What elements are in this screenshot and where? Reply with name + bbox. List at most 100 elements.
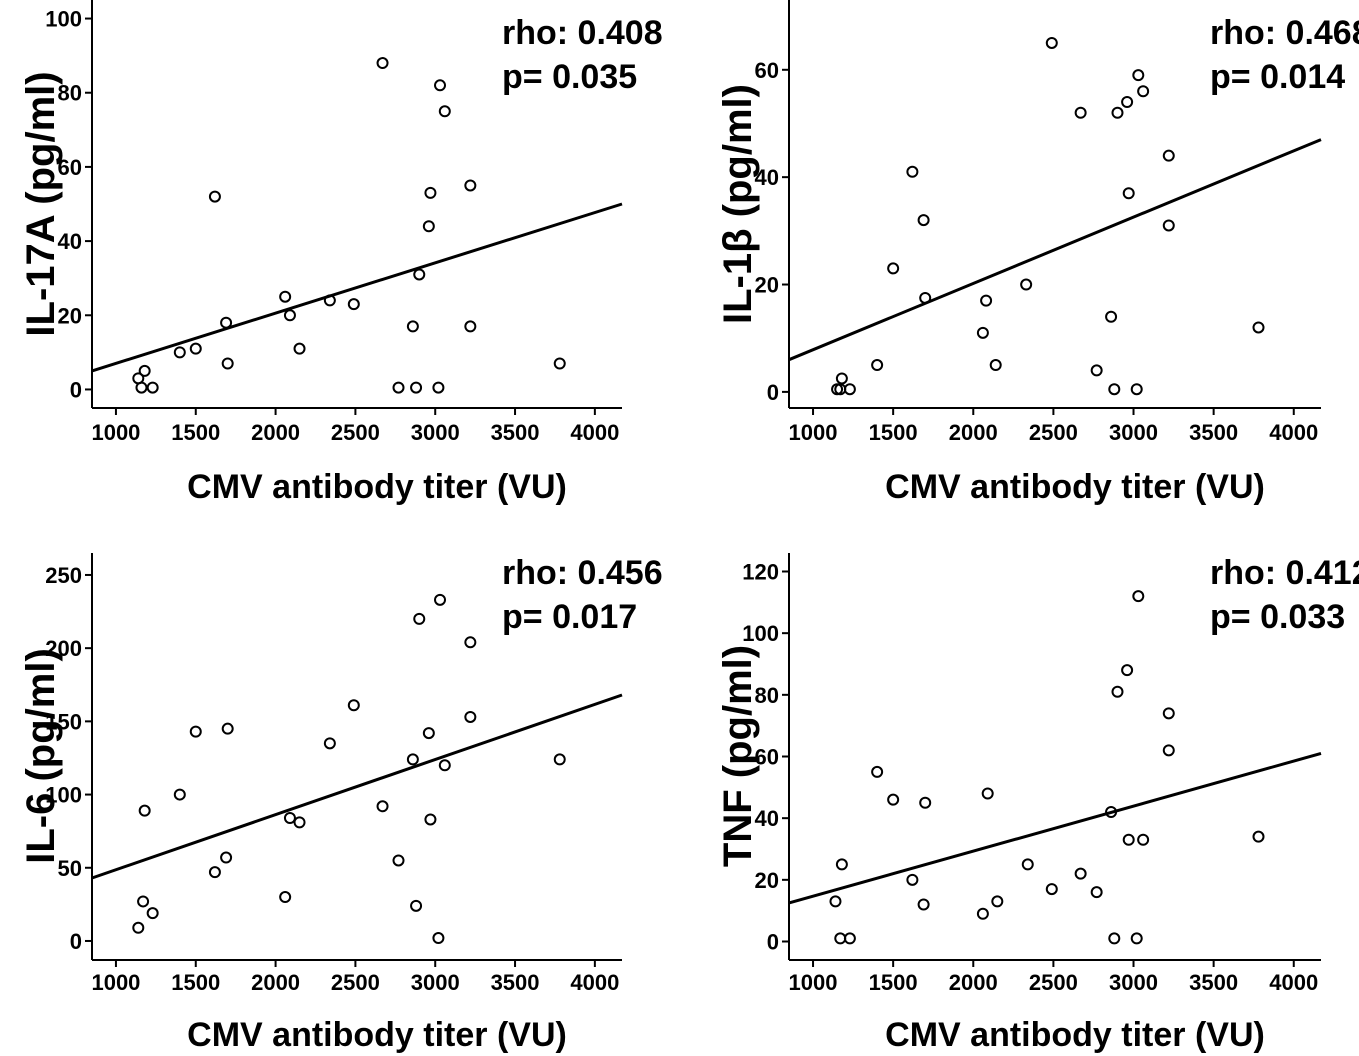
data-point bbox=[989, 359, 1002, 372]
data-point bbox=[835, 858, 848, 871]
x-tick-label: 2500 bbox=[331, 970, 380, 995]
x-tick-label: 3000 bbox=[411, 970, 460, 995]
scatter-panel-2: 1000 1500 2000 2500 3000 3500 4000 0 20 40 60 CMV a… bbox=[716, 0, 1359, 506]
data-point bbox=[221, 722, 234, 735]
data-point bbox=[1122, 187, 1135, 200]
data-point bbox=[981, 787, 994, 800]
data-point bbox=[1121, 664, 1134, 677]
data-point bbox=[376, 800, 389, 813]
x-tick-label: 3500 bbox=[1189, 420, 1238, 445]
y-tick-label: 100 bbox=[742, 621, 779, 646]
x-axis-title: CMV antibody titer (VU) bbox=[187, 1016, 567, 1054]
data-point bbox=[1162, 744, 1175, 757]
x-axis-title: CMV antibody titer (VU) bbox=[885, 1016, 1265, 1054]
data-point bbox=[413, 268, 426, 281]
data-point bbox=[138, 804, 151, 817]
data-point bbox=[1122, 833, 1135, 846]
data-point bbox=[434, 593, 447, 606]
y-tick-label: 60 bbox=[755, 58, 779, 83]
regression-line bbox=[788, 751, 1322, 905]
x-tick-label: 4000 bbox=[570, 420, 619, 445]
data-point bbox=[917, 214, 930, 227]
data-point bbox=[1162, 149, 1175, 162]
data-point bbox=[422, 727, 435, 740]
x-tick-label: 2500 bbox=[331, 420, 380, 445]
data-point bbox=[173, 346, 186, 359]
data-point bbox=[220, 851, 233, 864]
y-tick-label: 60 bbox=[755, 745, 779, 770]
data-point bbox=[137, 895, 150, 908]
data-point bbox=[919, 291, 932, 304]
data-point bbox=[424, 186, 437, 199]
x-tick-label: 1500 bbox=[171, 420, 220, 445]
x-tick-label: 3500 bbox=[1189, 970, 1238, 995]
rho-annotation: rho: 0.456 bbox=[502, 554, 663, 592]
data-point bbox=[464, 636, 477, 649]
x-tick-label: 3000 bbox=[1109, 420, 1158, 445]
rho-annotation: rho: 0.408 bbox=[502, 14, 663, 52]
data-point bbox=[871, 765, 884, 778]
x-axis-title: CMV antibody titer (VU) bbox=[187, 468, 567, 506]
data-point bbox=[829, 895, 842, 908]
data-point bbox=[432, 932, 445, 945]
data-point bbox=[208, 866, 221, 879]
data-point bbox=[464, 179, 477, 192]
data-point bbox=[1105, 806, 1118, 818]
x-tick-label: 1000 bbox=[91, 420, 140, 445]
data-point bbox=[1162, 707, 1175, 720]
data-point bbox=[1090, 364, 1103, 377]
y-tick-label: 20 bbox=[755, 868, 779, 893]
regression-line bbox=[91, 202, 623, 373]
data-point bbox=[1074, 106, 1087, 119]
y-tick-label: 80 bbox=[755, 683, 779, 708]
x-tick-label: 2000 bbox=[949, 420, 998, 445]
data-point bbox=[392, 381, 405, 394]
data-point bbox=[917, 898, 930, 911]
data-point bbox=[432, 381, 445, 394]
data-point bbox=[1074, 867, 1087, 880]
data-point bbox=[976, 326, 989, 339]
y-tick-label: 150 bbox=[45, 709, 82, 734]
x-axis-title: CMV antibody titer (VU) bbox=[885, 468, 1265, 506]
data-point bbox=[919, 796, 932, 809]
data-point bbox=[413, 612, 426, 625]
x-tick-label: 1000 bbox=[789, 420, 838, 445]
y-axis-title: IL-17A (pg/ml) bbox=[19, 71, 63, 336]
data-point bbox=[438, 759, 451, 772]
data-point bbox=[406, 320, 419, 333]
data-point bbox=[146, 381, 159, 394]
rho-annotation: rho: 0.412 bbox=[1210, 554, 1359, 592]
data-point bbox=[135, 381, 148, 394]
data-point bbox=[1137, 85, 1150, 98]
data-point bbox=[293, 816, 306, 829]
data-point bbox=[1105, 310, 1118, 323]
x-tick-label: 3500 bbox=[491, 970, 540, 995]
rho-annotation: rho: 0.468 bbox=[1210, 14, 1359, 52]
y-tick-label: 0 bbox=[70, 377, 82, 402]
data-point bbox=[347, 298, 360, 311]
x-tick-label: 2500 bbox=[1029, 970, 1078, 995]
y-tick-label: 0 bbox=[767, 380, 779, 405]
y-tick-label: 100 bbox=[45, 7, 82, 32]
data-point bbox=[1108, 932, 1121, 945]
data-point bbox=[1252, 321, 1265, 334]
data-point bbox=[1130, 383, 1143, 396]
y-tick-label: 200 bbox=[45, 636, 82, 661]
data-point bbox=[424, 813, 437, 826]
data-point bbox=[887, 262, 900, 275]
data-point bbox=[1162, 219, 1175, 232]
data-point bbox=[410, 381, 423, 394]
data-point bbox=[1121, 96, 1134, 108]
y-tick-label: 20 bbox=[755, 273, 779, 298]
data-point bbox=[283, 309, 296, 322]
data-point bbox=[843, 932, 856, 945]
y-tick-label: 40 bbox=[755, 806, 779, 831]
y-tick-label: 80 bbox=[58, 81, 82, 106]
data-point bbox=[347, 699, 360, 712]
data-point bbox=[132, 921, 145, 934]
x-tick-label: 4000 bbox=[1269, 420, 1318, 445]
data-point bbox=[1020, 278, 1033, 291]
data-point bbox=[392, 854, 405, 867]
data-point bbox=[871, 359, 884, 372]
y-tick-label: 0 bbox=[70, 929, 82, 954]
